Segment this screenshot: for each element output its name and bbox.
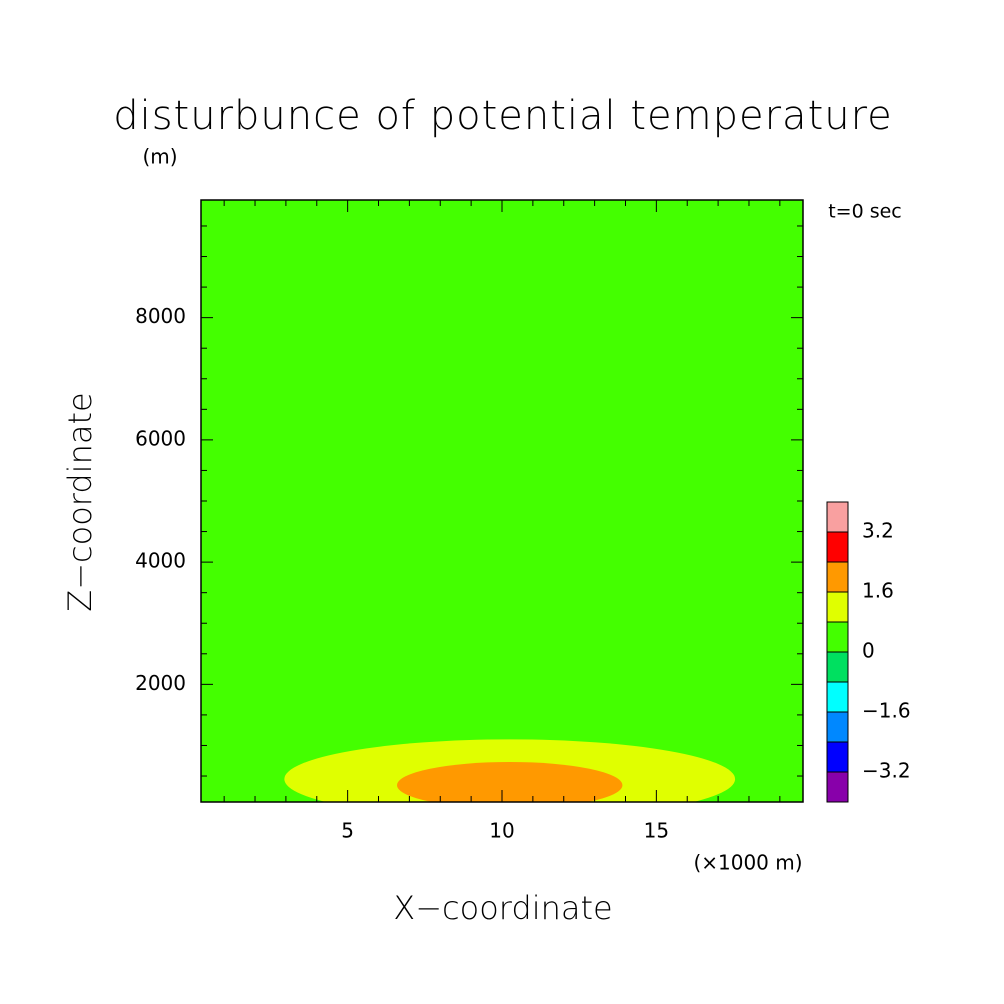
y-axis-label: Z−coordinate [61, 392, 99, 611]
x-unit: (×1000 m) [693, 851, 802, 875]
y-tick-label: 6000 [135, 426, 186, 450]
colorbar-box [826, 531, 849, 563]
colorbar-box [826, 771, 849, 803]
x-tick-label: 15 [644, 819, 669, 843]
x-tick-label: 5 [341, 819, 354, 843]
x-tick-label: 10 [489, 819, 514, 843]
colorbar-box [826, 621, 849, 653]
y-tick-label: 8000 [135, 304, 186, 328]
colorbar-label: −1.6 [862, 699, 911, 723]
field-background [201, 200, 803, 802]
colorbar-box [826, 711, 849, 743]
colorbar-label: 3.2 [862, 519, 894, 543]
y-unit: (m) [142, 145, 177, 169]
y-tick-label: 2000 [135, 671, 186, 695]
colorbar-box [826, 651, 849, 683]
colorbar-label: 0 [862, 639, 875, 663]
colorbar-label: −3.2 [862, 759, 911, 783]
colorbar-label: 1.6 [862, 579, 894, 603]
colorbar-box [826, 501, 849, 533]
time-annotation: t=0 sec [828, 201, 902, 223]
contour-group [284, 739, 736, 802]
chart-title: disturbunce of potential temperature [113, 93, 893, 139]
colorbar-box [826, 561, 849, 593]
colorbar-box [826, 591, 849, 623]
x-axis-label: X−coordinate [393, 889, 612, 927]
contour-region [397, 761, 623, 802]
colorbar-box [826, 681, 849, 713]
colorbar-box [826, 741, 849, 773]
y-tick-label: 4000 [135, 549, 186, 573]
